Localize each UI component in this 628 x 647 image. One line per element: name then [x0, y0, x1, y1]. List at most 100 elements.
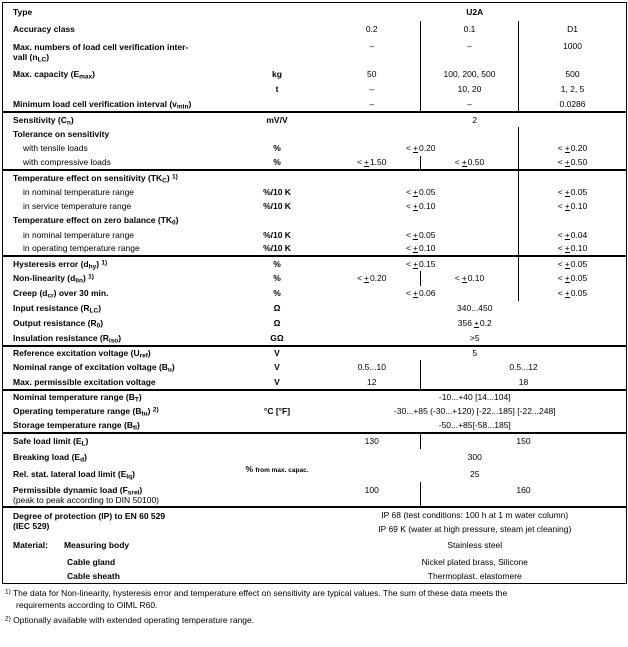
param-cell: Nominal temperature range (BT) — [2, 388, 231, 404]
unit-cell: GΩ — [270, 332, 284, 343]
param-cell: Permissible dynamic load (Fsrel) (peak to… — [13, 484, 160, 505]
value-cell: < +0.10 — [406, 200, 436, 211]
value-cell: >5 — [469, 332, 480, 343]
unit-cell: V — [274, 376, 280, 387]
unit-cell — [231, 38, 324, 66]
unit-cell: %/10 K — [263, 243, 291, 253]
value-cell: 130 — [323, 431, 421, 449]
param-cell: Creep (dcr) over 30 min. — [13, 288, 109, 300]
unit-cell: % — [273, 273, 281, 283]
value-cell: 300 — [467, 452, 482, 462]
table-row: Temperature effect on zero balance (TK0) — [3, 212, 627, 228]
value-cell: 1, 2, 5 — [517, 81, 627, 97]
value-cell: 500 — [517, 65, 627, 82]
param-cell: with compressive loads — [23, 157, 111, 167]
value-cell: 25 — [470, 468, 480, 479]
param-cell: Non-linearity (dlin) 1) — [13, 273, 94, 285]
table-row: in operating temperature range %/10 K < +0.… — [3, 241, 627, 256]
param-cell: Sensitivity (Cn) — [2, 110, 231, 127]
table-row: Reference excitation voltage (Uref) V 5 — [2, 344, 627, 360]
unit-cell: °C [°F] — [230, 388, 324, 433]
table-row: IP 69 K (water at high pressure, steam j… — [3, 522, 627, 536]
unit-cell: % — [273, 157, 281, 167]
unit-cell: % — [273, 288, 281, 298]
footnote: 2) Optionally available with extended op… — [5, 615, 255, 625]
param-cell: Storage temperature range (Btl) — [13, 420, 140, 432]
param-cell: Minimum load cell verification interval … — [13, 98, 192, 110]
spec-table-body: Type U2A Accuracy class 0.2 0.1 D1 Max. number… — [2, 3, 627, 584]
table-row: in service temperature range %/10 K < +0.10… — [3, 198, 627, 213]
table-row: Storage temperature range (Btl) -50...+85… — [3, 419, 627, 433]
param-cell: Nominal range of excitation voltage (Bu) — [13, 362, 175, 374]
unit-cell: t — [275, 84, 279, 94]
param-cell: Reference excitation voltage (Uref) — [2, 344, 231, 360]
unit-cell: %/10 K — [263, 186, 291, 197]
param-cell: Cable sheath — [67, 571, 120, 582]
value-cell: < +0.20 — [406, 143, 436, 153]
value-cell: < +0.15 — [323, 254, 519, 271]
footnote: 1) The data for Non-linearity, hysteresi… — [5, 588, 508, 610]
value-cell: 1000 — [517, 37, 627, 66]
table-row: Degree of protection (IP) to EN 60 529 (I… — [2, 505, 627, 536]
value-cell: 0.2 — [365, 24, 378, 34]
table-row: Operating temperature range (Btu) 2) -30.… — [3, 404, 627, 419]
table-row: Breaking load (Ed) 300 — [3, 449, 627, 466]
unit-cell: % — [230, 254, 324, 271]
param-cell: Safe load limit (EL) — [2, 431, 231, 449]
table-row: Creep (dcr) over 30 min.% < +0.06 < +0.05 — [3, 285, 627, 301]
spec-table: Type U2A Accuracy class 0.2 0.1 D1 Max. number… — [2, 2, 628, 584]
unit-cell: %/10 K — [263, 200, 291, 211]
value-cell: < +0.05 — [517, 254, 627, 271]
param-cell: Max. permissible excitation voltage — [13, 376, 156, 387]
param-cell: Insulation resistance (Riso) — [13, 332, 122, 344]
value-cell: 0.1 — [420, 20, 519, 38]
value-cell: 50 — [367, 68, 377, 79]
unit-cell: Ω — [273, 303, 281, 313]
param-cell: Type — [13, 6, 33, 17]
value-cell: Stainless steel — [447, 539, 503, 550]
value-cell: 18 — [419, 374, 627, 390]
unit-cell: V — [274, 362, 280, 372]
param-cell: Accuracy class — [13, 24, 75, 34]
value-cell: D1 — [517, 20, 627, 38]
param-cell: Temperature effect on sensitivity (TKC) … — [2, 168, 231, 185]
unit-cell: % from max. capac. — [230, 431, 324, 507]
param-cell: Hysteresis error (dhy) 1) — [2, 254, 231, 271]
value-cell: – — [420, 37, 519, 66]
value-cell — [324, 213, 519, 228]
param-cell: in service temperature range — [23, 200, 132, 211]
table-row: Accuracy class 0.2 0.1 D1 — [3, 20, 627, 38]
value-cell: 5 — [323, 344, 627, 360]
param-cell: in nominal temperature range — [23, 229, 135, 240]
value-cell: 12 — [367, 376, 377, 387]
unit-cell — [231, 536, 324, 554]
value-cell: < +0.05 — [517, 184, 627, 199]
param-cell: in operating temperature range — [23, 243, 140, 253]
value-cell — [517, 126, 627, 141]
value-cell: < +0.10 — [420, 270, 519, 286]
table-row: Type U2A — [3, 3, 627, 21]
value-cell: – — [420, 96, 519, 112]
param-cell: Cable gland — [67, 556, 116, 567]
unit-cell: Ω — [273, 318, 281, 328]
value-cell — [324, 127, 519, 141]
value-cell: 0.5...12 — [419, 359, 627, 375]
value-cell: 340...450 — [457, 303, 493, 313]
unit-cell: %/10 K — [263, 229, 291, 240]
table-row: Minimum load cell verification interval … — [3, 96, 627, 112]
table-row: Max. capacity (Emax) kg 50 100, 200, 500 500 — [3, 65, 627, 82]
value-cell: < +0.06 — [406, 288, 436, 298]
value-cell: < +0.10 — [517, 241, 627, 256]
value-cell — [323, 168, 519, 185]
value-cell: – — [369, 84, 375, 94]
value-cell: IP 69 K (water at high pressure, steam j… — [378, 523, 572, 534]
value-cell: < +1.50 — [357, 157, 387, 167]
param-cell: in nominal temperature range — [23, 186, 135, 197]
table-row: Hysteresis error (dhy) 1)% < +0.15 < +0.05 — [2, 254, 627, 271]
param-cell: Temperature effect on zero balance (TK0) — [13, 215, 179, 227]
value-cell: < +0.50 — [517, 155, 627, 170]
unit-cell: kg — [272, 68, 282, 79]
table-row: Input resistance (RLC) Ω 340...450 — [3, 301, 627, 316]
value-cell: 10, 20 — [420, 81, 519, 97]
